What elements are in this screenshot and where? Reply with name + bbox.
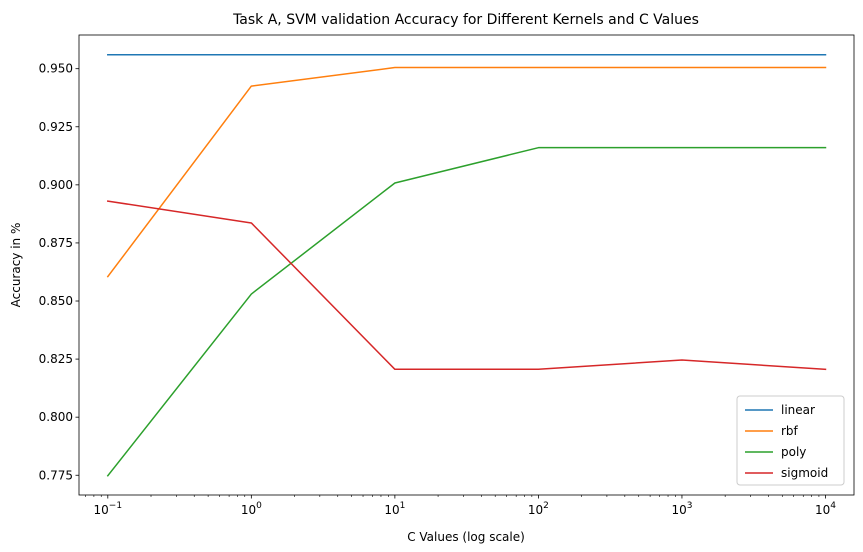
x-tick-label: 100 [241,501,262,517]
plot-area [106,54,827,477]
legend-label-rbf: rbf [781,424,799,438]
y-tick-label: 0.775 [39,468,73,482]
y-tick-label: 0.925 [39,120,73,134]
x-tick-label: 101 [384,501,405,517]
x-axis: 10−1 100 101 102 103 104 [85,495,836,517]
x-axis-label: C Values (log scale) [407,530,525,544]
series-line-sigmoid [106,200,827,371]
x-tick-label: 10−1 [94,501,123,517]
x-tick-label: 104 [815,501,836,517]
x-tick-label: 103 [671,501,692,517]
legend-box [736,395,845,486]
plot-frame [78,34,855,496]
y-axis-label: Accuracy in % [9,223,23,308]
legend: linear rbf poly sigmoid [736,395,845,486]
legend-label-sigmoid: sigmoid [781,466,828,480]
series-line-poly [106,146,827,477]
x-tick-label: 102 [528,501,549,517]
legend-label-poly: poly [781,445,806,459]
y-tick-label: 0.825 [39,352,73,366]
y-tick-label: 0.950 [39,62,73,76]
y-tick-label: 0.900 [39,178,73,192]
y-axis: 0.775 0.800 0.825 0.850 0.875 0.900 0.925 0.950 [39,62,79,482]
series-line-rbf [106,66,827,278]
chart-title: Task A, SVM validation Accuracy for Diff… [232,12,699,28]
y-tick-label: 0.875 [39,236,73,250]
y-tick-label: 0.800 [39,410,73,424]
legend-label-linear: linear [781,403,815,417]
y-tick-label: 0.850 [39,294,73,308]
